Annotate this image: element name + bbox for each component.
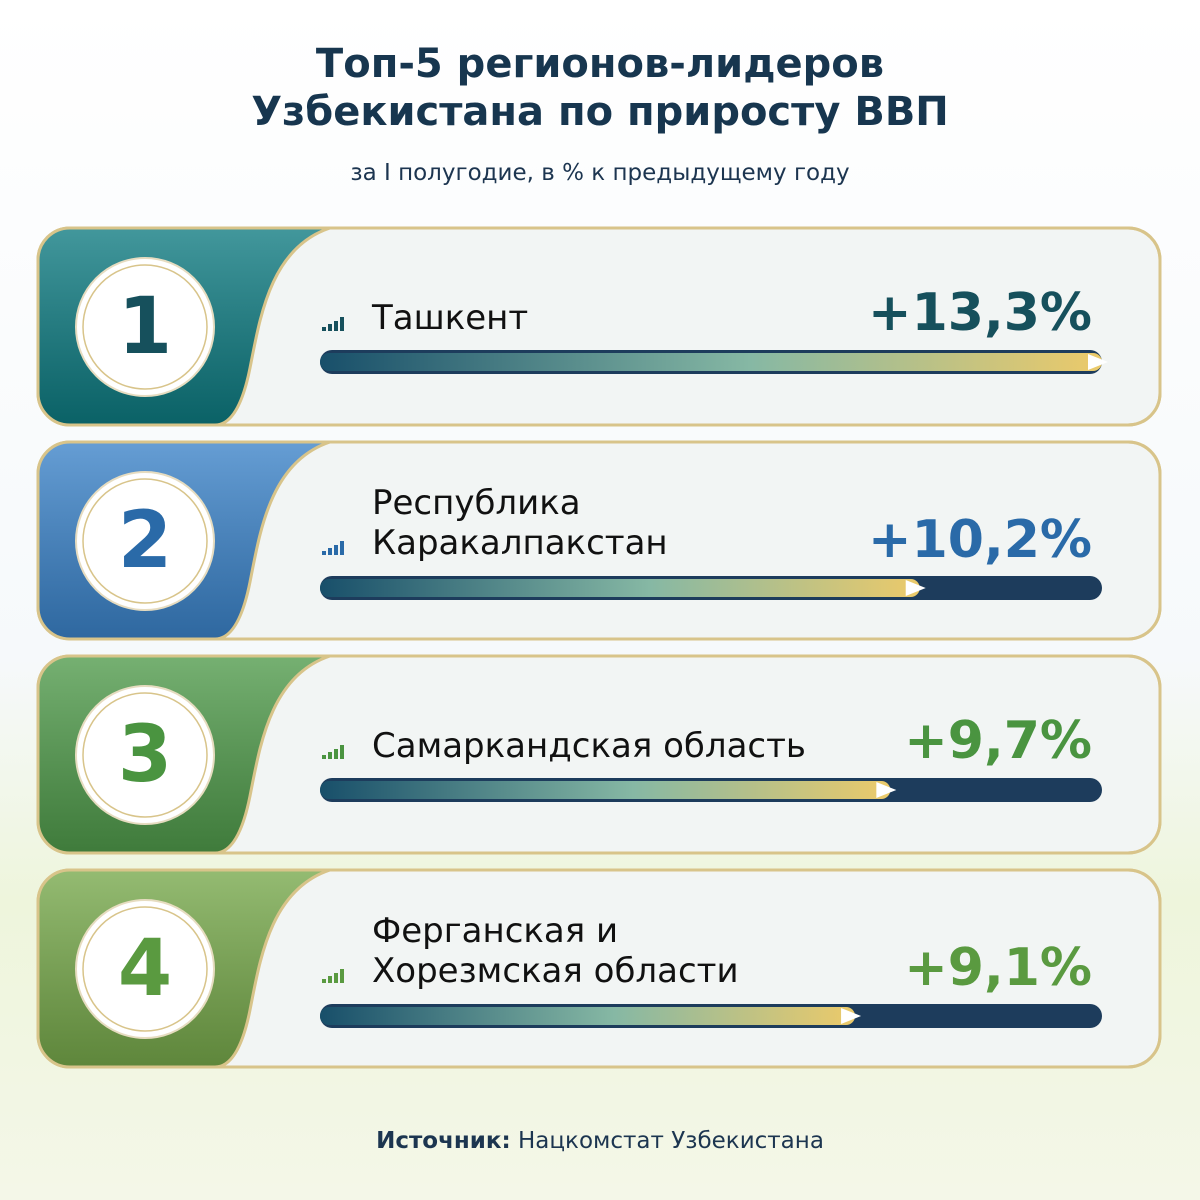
rank-circle	[75, 257, 215, 397]
icon-bar	[340, 969, 344, 983]
icon-bar	[322, 327, 326, 331]
bar	[320, 353, 1102, 371]
chart-subtitle: за I полугодие, в % к предыдущему году	[350, 160, 850, 186]
icon-bar	[334, 973, 338, 983]
icon-bar	[340, 317, 344, 331]
card-border	[36, 654, 1162, 855]
rank-ring	[82, 478, 208, 604]
chart-title: Топ-5 регионов-лидеров Узбекистана по пр…	[251, 41, 949, 135]
category-label: Ташкент	[372, 298, 529, 338]
value-label: +9,7%	[904, 711, 1092, 771]
bar-arrow	[1088, 354, 1108, 370]
icon-bar	[340, 745, 344, 759]
rank-ring	[82, 906, 208, 1032]
bar-arrow	[841, 1008, 862, 1024]
source: Источник: Нацкомстат Узбекистана	[0, 1128, 1200, 1154]
icon-bar	[328, 548, 332, 555]
card-accent-edge	[214, 442, 331, 639]
rank-circle	[75, 899, 215, 1039]
rank-number: 4	[117, 924, 173, 1014]
icon-bar	[340, 541, 344, 555]
rank-circle	[75, 685, 215, 825]
rank-circle	[75, 471, 215, 611]
value-label: +13,3%	[868, 283, 1092, 343]
bar	[320, 579, 920, 597]
icon-bar	[322, 755, 326, 759]
rank-ring	[82, 692, 208, 818]
rank-number: 2	[117, 496, 173, 586]
rank-ring	[82, 264, 208, 390]
rank-number: 1	[117, 282, 173, 372]
icon-bar	[328, 976, 332, 983]
bar-arrow	[876, 782, 897, 798]
card-border	[36, 440, 1162, 641]
source-text: Нацкомстат Узбекистана	[518, 1128, 824, 1154]
category-label: Самаркандская область	[372, 726, 806, 766]
icon-bar	[322, 551, 326, 555]
card-accent-edge	[214, 870, 331, 1067]
category-label: Ферганская и Хорезмская области	[372, 911, 739, 991]
category-label: Республика Каракалпакстан	[372, 483, 668, 563]
card-accent-edge	[214, 228, 331, 425]
card-accent-edge	[214, 656, 331, 853]
bar	[320, 781, 891, 799]
icon-bar	[328, 752, 332, 759]
rank-number: 3	[117, 710, 173, 800]
icon-bar	[322, 979, 326, 983]
icon-bar	[334, 321, 338, 331]
icon-bar	[334, 749, 338, 759]
card-border	[36, 868, 1162, 1069]
icon-bar	[334, 545, 338, 555]
value-label: +9,1%	[904, 938, 1092, 998]
icon-bar	[328, 324, 332, 331]
value-label: +10,2%	[868, 510, 1092, 570]
bar-arrow	[905, 580, 926, 596]
card-border	[36, 226, 1162, 427]
bar	[320, 1007, 856, 1025]
source-label: Источник:	[376, 1128, 511, 1154]
